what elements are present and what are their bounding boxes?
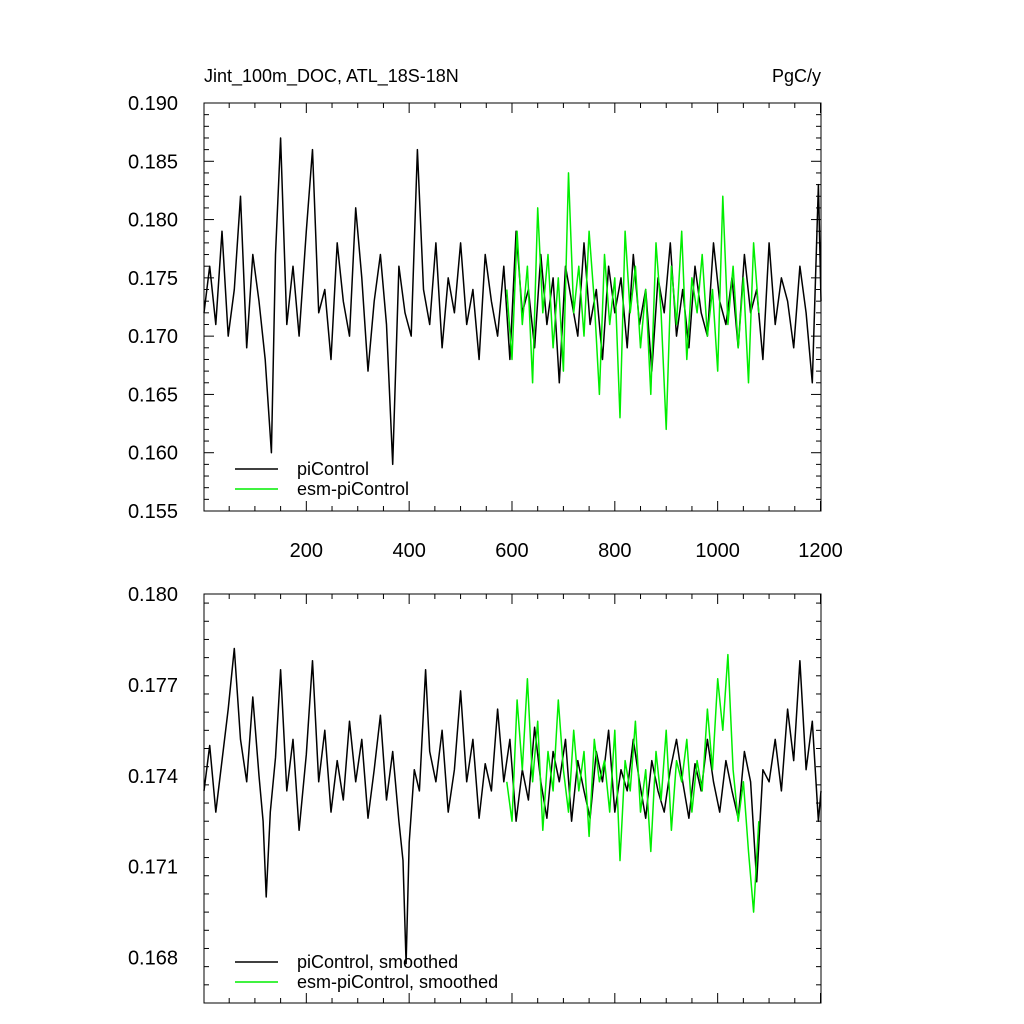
y-tick-label: 0.155 <box>128 501 178 523</box>
x-tick-label: 200 <box>290 540 323 562</box>
series-line-picontrol <box>203 647 822 965</box>
y-tick-label: 0.180 <box>128 584 178 606</box>
series-line-picontrol <box>203 137 822 466</box>
x-tick-label: 1200 <box>798 540 843 562</box>
y-tick-label: 0.168 <box>128 948 178 970</box>
series-line-esm-picontrol <box>506 172 760 431</box>
legend-label: piControl, smoothed <box>297 952 458 972</box>
x-tick-label: 400 <box>392 540 425 562</box>
legend-label: esm-piControl <box>297 479 409 499</box>
y-tick-label: 0.190 <box>128 93 178 115</box>
y-tick-label: 0.174 <box>128 766 178 788</box>
y-tick-label: 0.160 <box>128 443 178 465</box>
y-tick-label: 0.175 <box>128 268 178 290</box>
x-tick-label: 600 <box>495 540 528 562</box>
units-label: PgC/y <box>772 66 821 86</box>
series-line-esm-picontrol <box>506 653 760 913</box>
top-panel: 200 400 600 800 1000 1200 0.155 0.160 0.165 0.170… <box>128 93 843 562</box>
legend-label: piControl <box>297 459 369 479</box>
y-tick-label: 0.170 <box>128 326 178 348</box>
y-tick-label: 0.177 <box>128 675 178 697</box>
y-tick-label: 0.165 <box>128 384 178 406</box>
x-tick-label: 800 <box>598 540 631 562</box>
x-tick-label: 1000 <box>695 540 740 562</box>
y-tick-label: 0.171 <box>128 857 178 879</box>
y-tick-label: 0.180 <box>128 210 178 232</box>
legend-label: esm-piControl, smoothed <box>297 972 498 992</box>
bottom-panel: 0.168 0.171 0.174 0.177 0.180 piControl, smoo… <box>128 584 822 1004</box>
chart-title: Jint_100m_DOC, ATL_18S-18N <box>204 66 459 87</box>
y-tick-label: 0.185 <box>128 151 178 173</box>
